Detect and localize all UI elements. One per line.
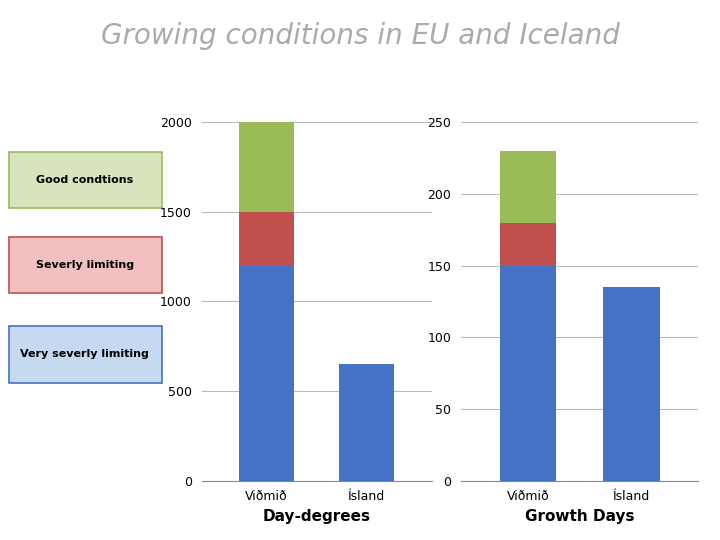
Bar [239, 122, 294, 212]
FancyBboxPatch shape [9, 326, 163, 382]
Text: Growing conditions in EU and Iceland: Growing conditions in EU and Iceland [101, 22, 619, 50]
Bar [339, 364, 395, 481]
Bar [500, 222, 557, 266]
X-axis label: Day-degrees: Day-degrees [263, 509, 371, 524]
FancyBboxPatch shape [9, 152, 163, 208]
Bar [500, 266, 557, 481]
Bar [603, 287, 660, 481]
Bar [500, 151, 557, 222]
Text: Good condtions: Good condtions [36, 176, 133, 185]
FancyBboxPatch shape [9, 237, 163, 293]
Bar [239, 266, 294, 481]
Bar [239, 212, 294, 266]
X-axis label: Growth Days: Growth Days [525, 509, 634, 524]
Text: Very severly limiting: Very severly limiting [20, 349, 149, 360]
Text: Severly limiting: Severly limiting [36, 260, 134, 269]
